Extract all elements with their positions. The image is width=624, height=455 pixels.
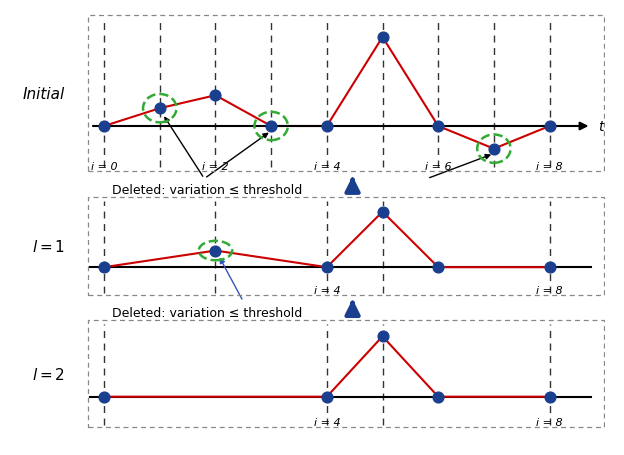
Point: [266, 123, 276, 130]
Point: [545, 123, 555, 130]
Text: i = 8: i = 8: [536, 161, 563, 171]
Point: [210, 248, 220, 255]
Point: [99, 393, 109, 400]
Point: [99, 123, 109, 130]
Text: i = 6: i = 6: [425, 161, 452, 171]
Text: t: t: [598, 120, 603, 134]
Point: [322, 393, 332, 400]
Text: Initial: Initial: [23, 87, 65, 102]
Text: i = 8: i = 8: [536, 285, 563, 295]
Point: [378, 34, 388, 41]
Point: [378, 208, 388, 216]
Point: [155, 105, 165, 112]
Point: [433, 393, 443, 400]
Point: [322, 123, 332, 130]
Text: Deleted: variation ≤ threshold: Deleted: variation ≤ threshold: [112, 184, 303, 197]
Text: i = 0: i = 0: [90, 161, 117, 171]
Text: i = 4: i = 4: [313, 285, 340, 295]
Point: [99, 264, 109, 271]
Text: i = 2: i = 2: [202, 161, 229, 171]
Text: i = 4: i = 4: [313, 417, 340, 427]
Point: [433, 264, 443, 271]
Point: [545, 264, 555, 271]
Point: [322, 264, 332, 271]
Text: i = 4: i = 4: [313, 161, 340, 171]
Point: [433, 123, 443, 130]
Text: $l = 2$: $l = 2$: [32, 366, 65, 382]
Text: Deleted: variation ≤ threshold: Deleted: variation ≤ threshold: [112, 306, 303, 319]
Text: $l = 1$: $l = 1$: [32, 239, 65, 255]
Point: [378, 333, 388, 340]
Text: i = 8: i = 8: [536, 417, 563, 427]
Point: [545, 393, 555, 400]
Point: [489, 146, 499, 153]
Point: [210, 92, 220, 100]
